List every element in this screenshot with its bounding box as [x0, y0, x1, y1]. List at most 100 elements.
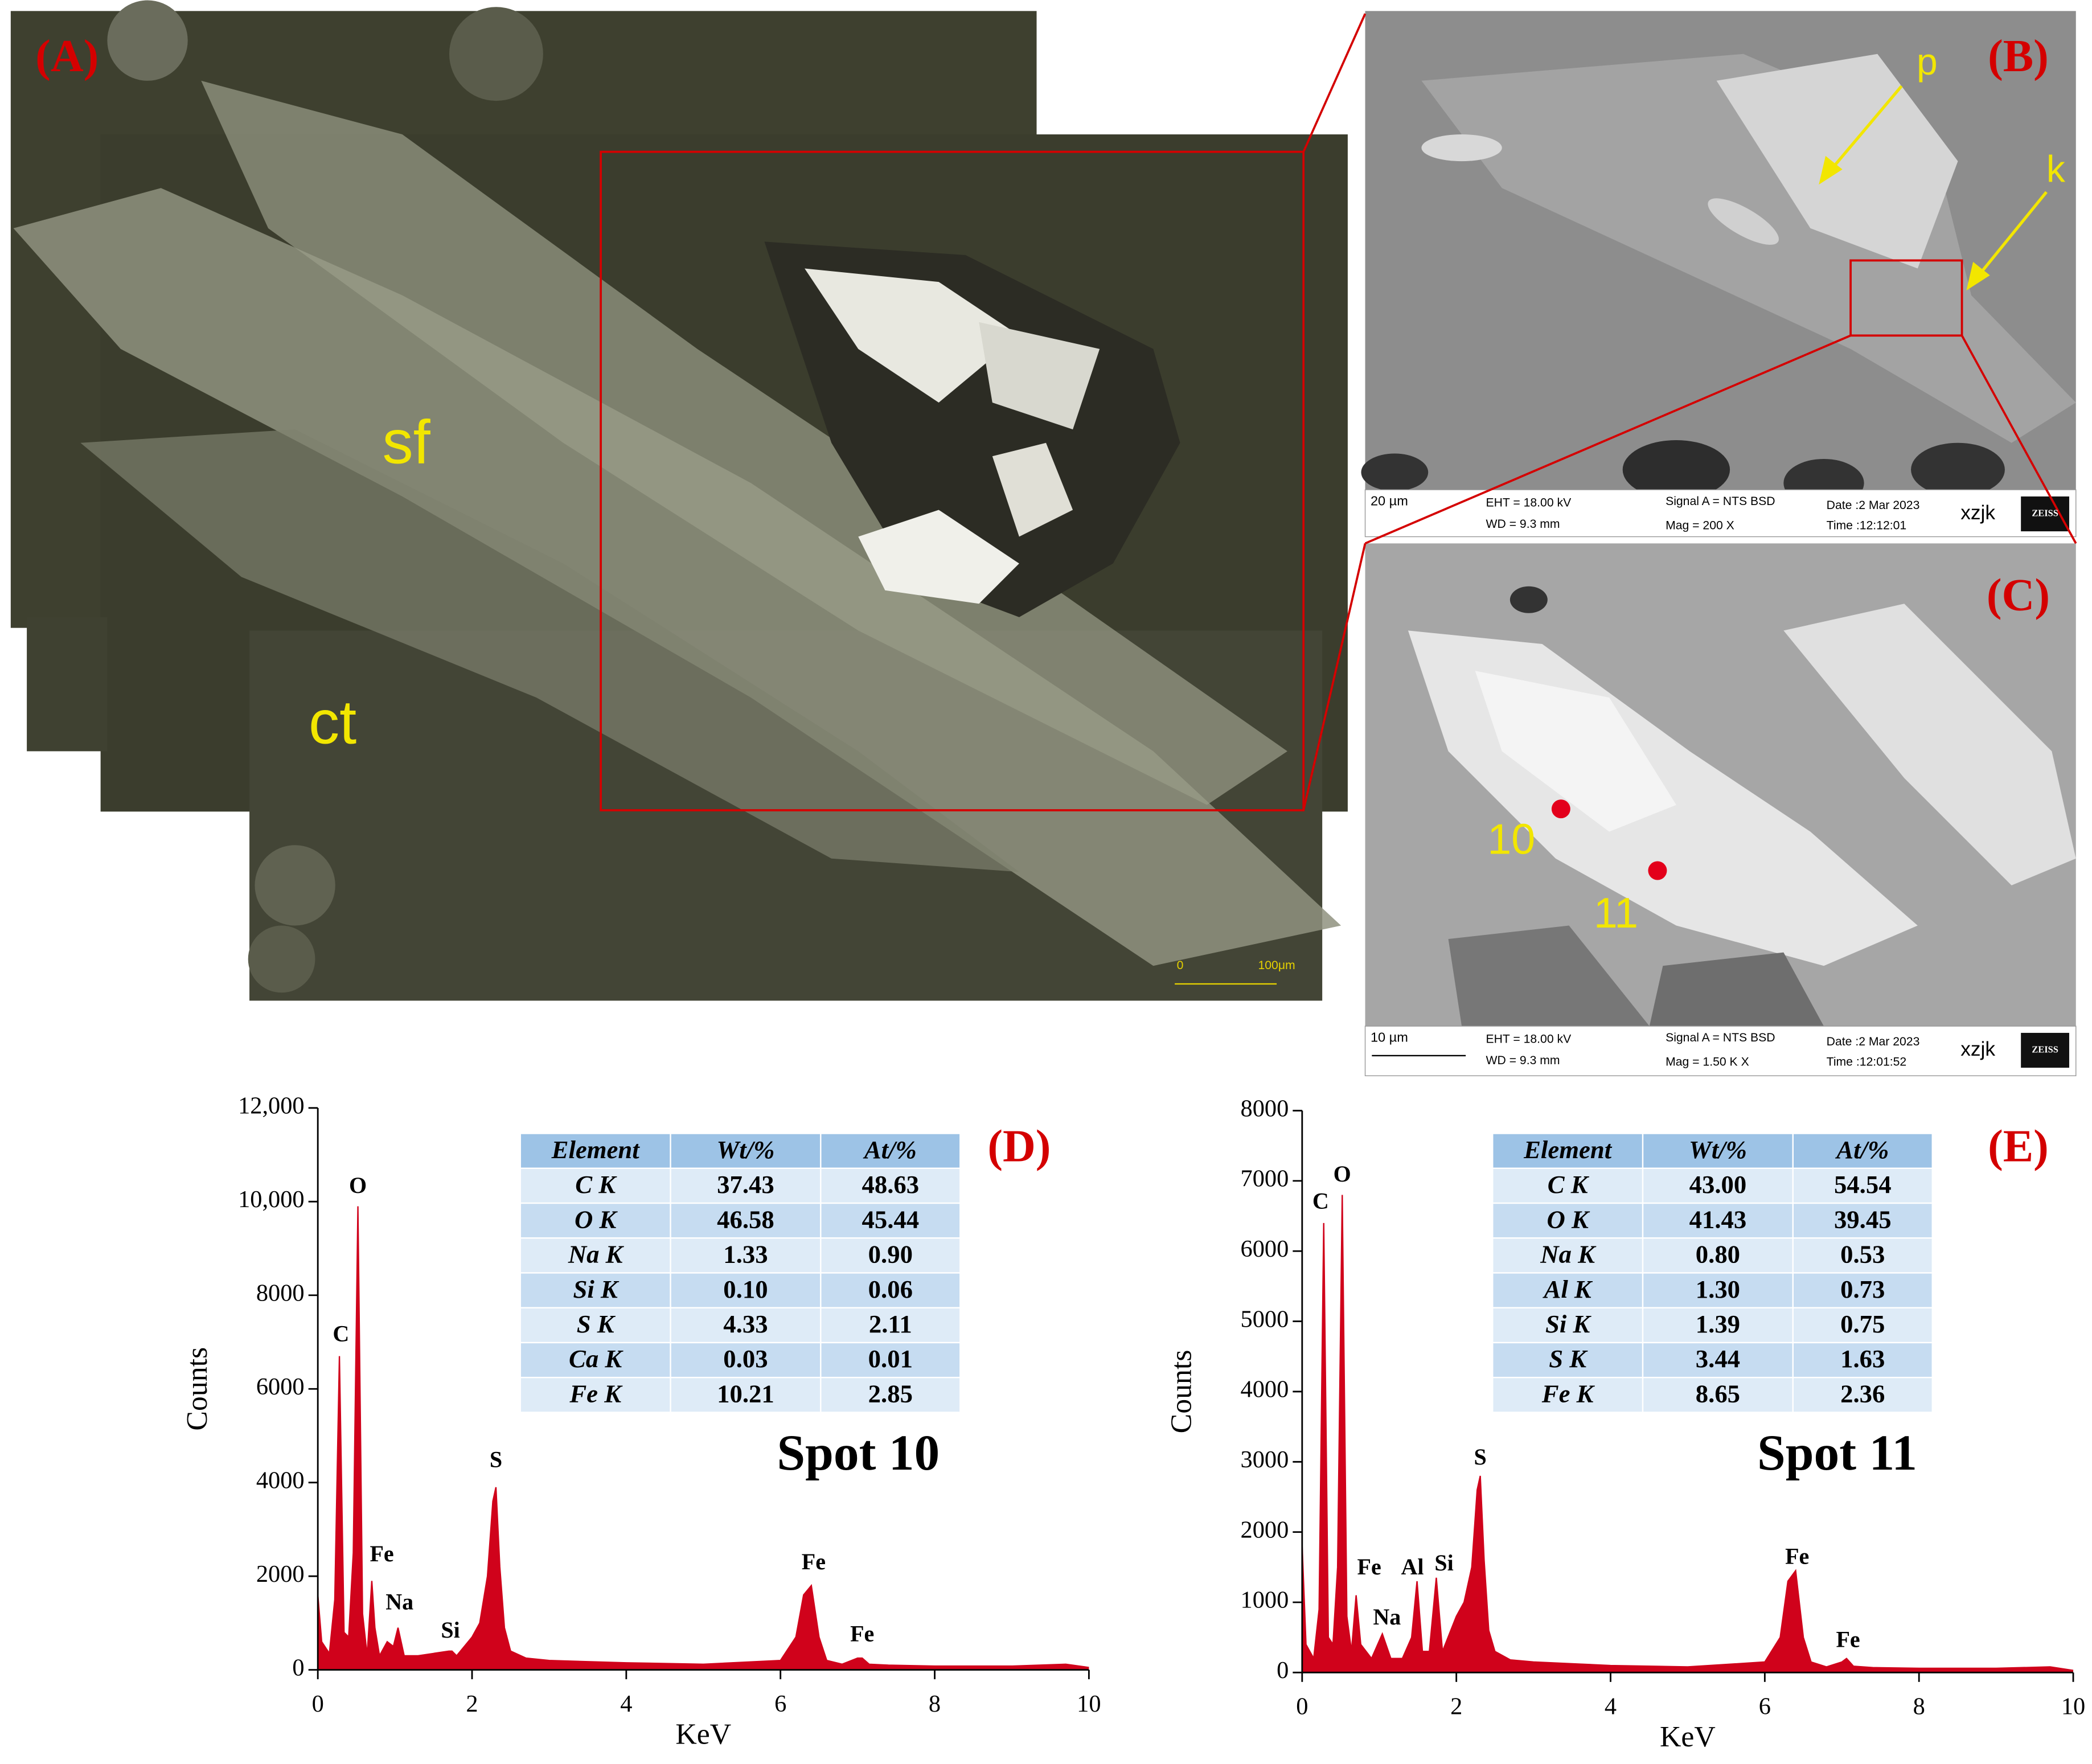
table-text: 0.01	[868, 1344, 913, 1373]
info-text: 20 µm	[1371, 494, 1408, 508]
x-tick-label: 2	[466, 1691, 478, 1717]
peak-label: Fe	[802, 1549, 826, 1574]
table-cell	[1642, 1202, 1794, 1239]
table-text: S K	[1549, 1344, 1588, 1373]
table-cell	[519, 1307, 671, 1344]
info-text: Date :2 Mar 2023	[1827, 1035, 1920, 1048]
table-header: At/%	[1835, 1135, 1889, 1164]
table-cell	[820, 1377, 961, 1413]
table-cell	[1792, 1342, 1933, 1379]
table-cell	[519, 1272, 671, 1308]
chart-subtitle: Spot 10	[777, 1425, 940, 1481]
table-text: 1.39	[1696, 1310, 1740, 1338]
table-cell	[1792, 1167, 1933, 1204]
table-text: 0.06	[868, 1275, 913, 1303]
panel-c-image	[1364, 543, 2077, 1077]
table-cell	[1492, 1307, 1644, 1344]
table-text: 0.73	[1840, 1275, 1885, 1303]
peak-label: C	[1312, 1188, 1329, 1214]
table-text: 43.00	[1689, 1170, 1747, 1199]
table-text: 8.65	[1696, 1379, 1740, 1408]
table-text: O K	[575, 1205, 618, 1233]
table-text: Na K	[568, 1240, 625, 1269]
table-text: C K	[1548, 1170, 1590, 1199]
table-cell	[1642, 1342, 1794, 1379]
info-text: Mag = 200 X	[1666, 519, 1734, 532]
table-cell	[519, 1237, 671, 1274]
table-text: Fe K	[1541, 1379, 1595, 1408]
table-text: 4.33	[723, 1310, 768, 1338]
table-cell	[519, 1342, 671, 1379]
table-text: 1.30	[1696, 1275, 1740, 1303]
peak-label: Fe	[1357, 1554, 1381, 1580]
y-tick-label: 3000	[1241, 1446, 1289, 1473]
table-cell	[1792, 1377, 1933, 1413]
table-text: 48.63	[862, 1170, 919, 1199]
peak-label: Al	[1401, 1554, 1424, 1580]
x-tick-label: 8	[1913, 1693, 1925, 1720]
panel-label: (A)	[35, 31, 99, 81]
table-cell	[519, 1167, 671, 1204]
y-tick-label: 8000	[256, 1280, 305, 1307]
y-axis-label: Counts	[1165, 1350, 1197, 1434]
table-header: Wt/%	[1689, 1135, 1747, 1164]
chart-label: (D)	[987, 1122, 1051, 1172]
chart-subtitle: Spot 11	[1757, 1425, 1917, 1481]
y-tick-label: 12,000	[238, 1093, 305, 1119]
y-tick-label: 6000	[256, 1373, 305, 1400]
table-cell	[820, 1272, 961, 1308]
table-cell	[670, 1133, 822, 1169]
table-text: C K	[575, 1170, 617, 1199]
arrows	[1819, 85, 2048, 291]
x-tick-label: 0	[312, 1691, 324, 1717]
table-cell	[519, 1377, 671, 1413]
info-text: Signal A = NTS BSD	[1666, 495, 1775, 508]
table-cell	[670, 1237, 822, 1274]
peak-label: S	[490, 1447, 502, 1472]
table-text: 45.44	[862, 1205, 919, 1233]
table-text: 54.54	[1834, 1170, 1892, 1199]
table-text: 0.10	[723, 1275, 768, 1303]
table-header: At/%	[863, 1135, 917, 1164]
info-text: xzjk	[1960, 502, 1995, 524]
peak-label: C	[333, 1321, 349, 1347]
info-text: WD = 9.3 mm	[1486, 518, 1560, 531]
table-cell	[1642, 1237, 1794, 1274]
scale-label: 100μm	[1258, 959, 1295, 972]
peak-label: Fe	[1836, 1626, 1860, 1652]
annotation: 10	[1487, 815, 1535, 863]
table-cell	[670, 1202, 822, 1239]
info-text: 10 µm	[1371, 1030, 1408, 1045]
annotation: ct	[309, 688, 356, 757]
x-tick-label: 2	[1450, 1693, 1462, 1720]
info-text: ZEISS	[2032, 507, 2058, 518]
annotation: k	[2046, 147, 2066, 190]
table-text: 2.85	[868, 1379, 913, 1408]
y-tick-label: 4000	[1241, 1376, 1289, 1403]
x-axis-label: KeV	[1660, 1721, 1716, 1753]
table-cell	[670, 1307, 822, 1344]
panel-a-image	[10, 0, 1348, 1001]
y-tick-label: 0	[1277, 1657, 1289, 1684]
table-text: 2.11	[869, 1310, 912, 1338]
table-cell	[1792, 1133, 1933, 1169]
info-text: Date :2 Mar 2023	[1827, 499, 1920, 512]
table-text: 0.53	[1840, 1240, 1885, 1269]
table-cell	[820, 1342, 961, 1379]
panel-label: (C)	[1987, 571, 2050, 621]
annotation: sf	[382, 407, 430, 476]
y-tick-label: 2000	[256, 1561, 305, 1587]
peak-label: O	[1334, 1161, 1351, 1187]
x-axis-label: KeV	[675, 1718, 731, 1750]
table-cell	[1792, 1272, 1933, 1308]
table-cell	[1642, 1377, 1794, 1413]
table-text: 3.44	[1696, 1344, 1740, 1373]
table-text: 0.90	[868, 1240, 913, 1269]
table-text: Na K	[1540, 1240, 1597, 1269]
y-tick-label: 5000	[1241, 1306, 1289, 1332]
info-text: Time :12:01:52	[1827, 1055, 1907, 1068]
y-tick-label: 10,000	[238, 1186, 305, 1213]
table-header: Wt/%	[716, 1135, 774, 1164]
info-text: EHT = 18.00 kV	[1486, 1032, 1572, 1045]
table-cell	[1492, 1377, 1644, 1413]
